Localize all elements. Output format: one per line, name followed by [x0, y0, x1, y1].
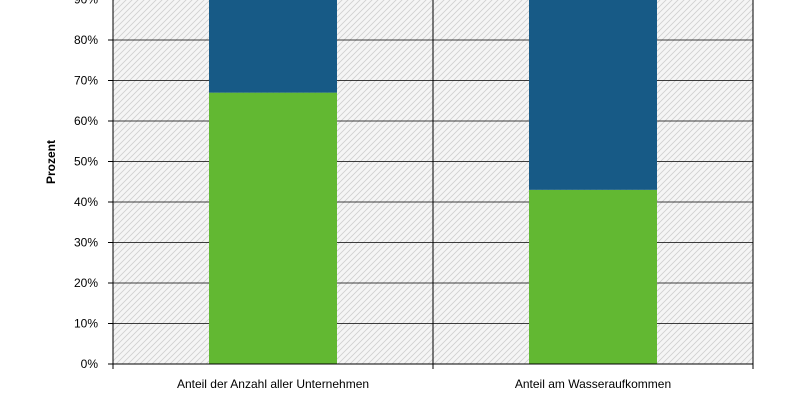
y-tick-label: 90% [74, 0, 98, 7]
y-tick-label: 50% [74, 155, 98, 169]
y-tick-label: 30% [74, 236, 98, 250]
y-tick-label: 40% [74, 195, 98, 209]
y-axis-label: Prozent [44, 140, 58, 184]
y-tick-label: 60% [74, 114, 98, 128]
x-tick-label: Anteil der Anzahl aller Unternehmen [177, 377, 369, 391]
axes [108, 0, 754, 369]
bar-segment [209, 0, 337, 93]
x-tick-label: Anteil am Wasseraufkommen [515, 377, 671, 391]
x-tick-labels: Anteil der Anzahl aller Unternehmen Antei… [177, 377, 671, 391]
y-tick-label: 80% [74, 33, 98, 47]
bar-segment [209, 92, 337, 365]
y-tick-label: 10% [74, 317, 98, 331]
y-tick-labels: 0% 10% 20% 30% 40% 50% 60% 70% 80% 90% [74, 0, 98, 371]
bars [209, 0, 657, 365]
bar-segment [529, 189, 657, 364]
y-tick-label: 20% [74, 276, 98, 290]
bar-segment [529, 0, 657, 190]
y-tick-label: 70% [74, 74, 98, 88]
y-tick-label: 0% [81, 357, 99, 371]
